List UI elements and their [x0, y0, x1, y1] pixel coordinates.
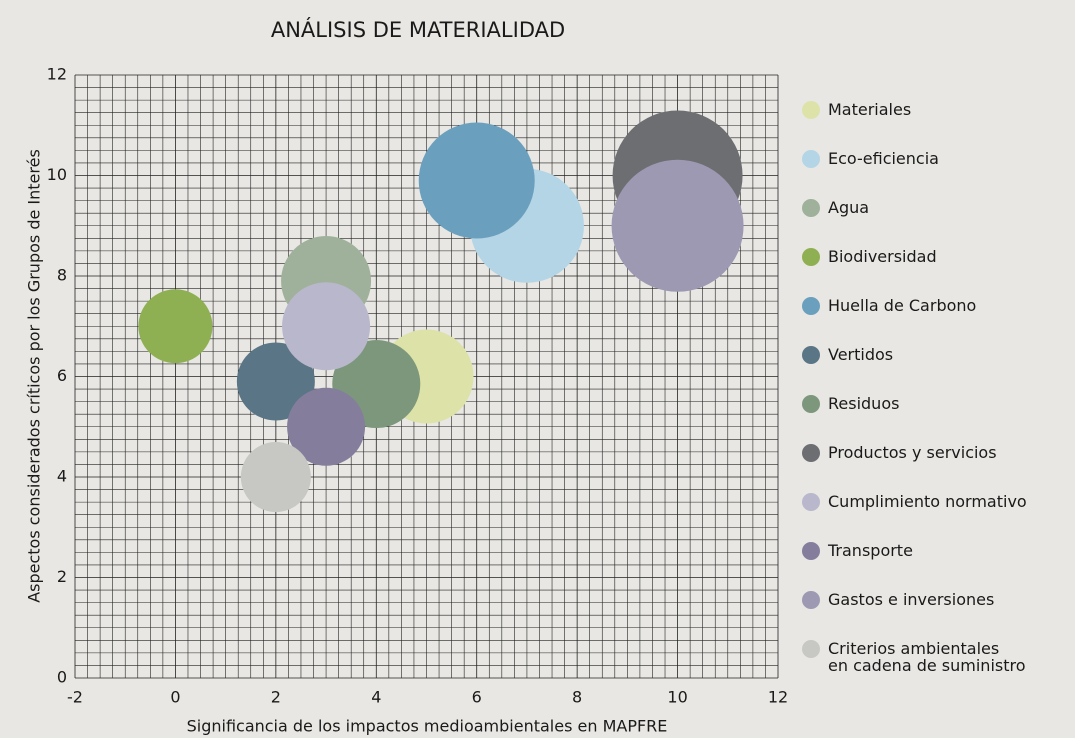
legend-label: Materiales: [828, 100, 912, 119]
chart-title: ANÁLISIS DE MATERIALIDAD: [271, 17, 565, 42]
legend-label: Gastos e inversiones: [828, 590, 995, 609]
legend-swatch: [802, 346, 820, 364]
bubble: [236, 342, 315, 421]
bubble: [138, 289, 213, 364]
y-tick-label: 6: [57, 366, 67, 385]
y-tick-label: 12: [47, 65, 67, 84]
y-tick-label: 0: [57, 668, 67, 687]
legend-label: Residuos: [828, 394, 900, 413]
bubble: [287, 387, 366, 466]
bubble: [418, 122, 535, 239]
legend-swatch: [802, 248, 820, 266]
legend-label: Productos y servicios: [828, 443, 997, 462]
y-tick-label: 4: [57, 467, 67, 486]
x-tick-label: 10: [667, 688, 687, 707]
y-axis-label: Aspectos considerados críticos por los G…: [25, 149, 44, 603]
legend-swatch: [802, 640, 820, 658]
bubble: [240, 442, 311, 512]
legend-label: Biodiversidad: [828, 247, 937, 266]
y-tick-label: 10: [47, 165, 67, 184]
x-axis-label: Significancia de los impactos medioambie…: [187, 717, 668, 736]
x-tick-label: 8: [572, 688, 582, 707]
x-tick-label: 2: [271, 688, 281, 707]
legend-label: Agua: [828, 198, 870, 217]
bubble: [611, 159, 744, 292]
x-tick-label: 4: [371, 688, 381, 707]
bubble: [282, 282, 371, 371]
legend-label: Cumplimiento normativo: [828, 492, 1027, 511]
legend-swatch: [802, 493, 820, 511]
legend-label: Huella de Carbono: [828, 296, 977, 315]
x-tick-label: 12: [768, 688, 788, 707]
legend-swatch: [802, 101, 820, 119]
legend-swatch: [802, 150, 820, 168]
legend-label: Vertidos: [828, 345, 894, 364]
legend-swatch: [802, 591, 820, 609]
x-tick-label: -2: [67, 688, 83, 707]
y-tick-label: 2: [57, 567, 67, 586]
legend-swatch: [802, 297, 820, 315]
legend-swatch: [802, 542, 820, 560]
legend-label: Criterios ambientales en cadena de sumin…: [828, 639, 1026, 675]
x-tick-label: 6: [472, 688, 482, 707]
x-tick-label: 0: [170, 688, 180, 707]
legend-label: Eco-eficiencia: [828, 149, 939, 168]
legend-swatch: [802, 199, 820, 217]
legend-label: Transporte: [828, 541, 913, 560]
legend-swatch: [802, 444, 820, 462]
y-tick-label: 8: [57, 266, 67, 285]
legend-swatch: [802, 395, 820, 413]
